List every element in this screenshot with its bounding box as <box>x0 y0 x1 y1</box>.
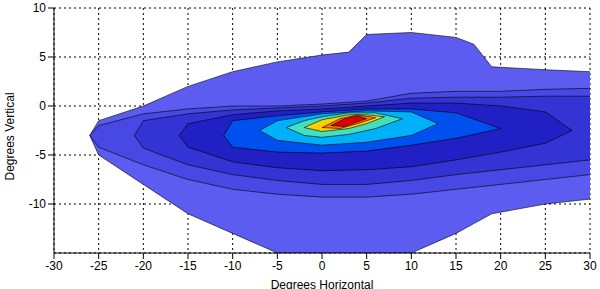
svg-text:-15: -15 <box>179 259 197 273</box>
svg-text:-10: -10 <box>29 197 47 211</box>
svg-text:25: 25 <box>539 259 553 273</box>
svg-text:10: 10 <box>405 259 419 273</box>
svg-text:-25: -25 <box>90 259 108 273</box>
svg-text:-10: -10 <box>224 259 242 273</box>
svg-text:Degrees Horizontal: Degrees Horizontal <box>271 278 374 289</box>
svg-text:10: 10 <box>33 1 47 15</box>
svg-text:5: 5 <box>39 50 46 64</box>
svg-text:0: 0 <box>319 259 326 273</box>
svg-text:Degrees Vertical: Degrees Vertical <box>8 92 17 180</box>
svg-text:5: 5 <box>363 259 370 273</box>
svg-text:20: 20 <box>494 259 508 273</box>
svg-text:-20: -20 <box>135 259 153 273</box>
svg-text:15: 15 <box>449 259 463 273</box>
svg-text:30: 30 <box>583 259 592 273</box>
svg-text:-5: -5 <box>272 259 283 273</box>
svg-text:-5: -5 <box>35 148 46 162</box>
svg-text:0: 0 <box>39 99 46 113</box>
svg-text:-30: -30 <box>45 259 63 273</box>
